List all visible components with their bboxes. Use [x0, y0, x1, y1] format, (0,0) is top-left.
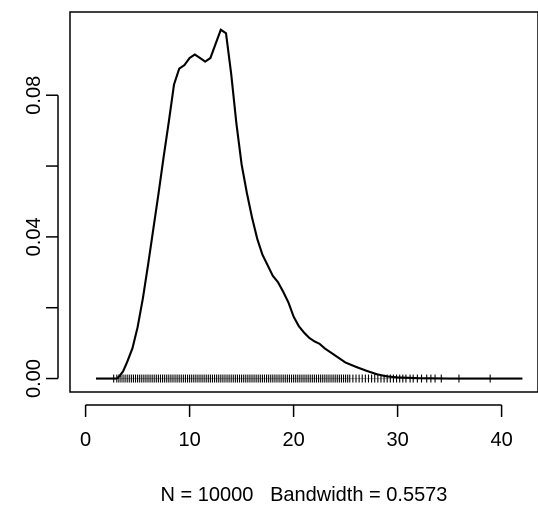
- y-tick-label: 0.08: [23, 76, 45, 115]
- x-tick-label: 0: [80, 429, 91, 451]
- x-tick-label: 40: [490, 429, 512, 451]
- density-curve: [96, 28, 523, 380]
- rug-layer: [113, 374, 491, 383]
- y-tick-label: 0.00: [23, 359, 45, 398]
- x-axis: 0 10 20 30 40: [80, 404, 513, 451]
- plot-frame: [69, 11, 538, 393]
- x-axis-label: N = 10000 Bandwidth = 0.5573: [161, 484, 448, 506]
- y-tick-label: 0.04: [23, 217, 45, 256]
- x-tick-label: 30: [386, 429, 408, 451]
- y-axis: 0.00 0.04 0.08: [23, 76, 59, 398]
- x-tick-label: 20: [282, 429, 304, 451]
- x-tick-label: 10: [178, 429, 200, 451]
